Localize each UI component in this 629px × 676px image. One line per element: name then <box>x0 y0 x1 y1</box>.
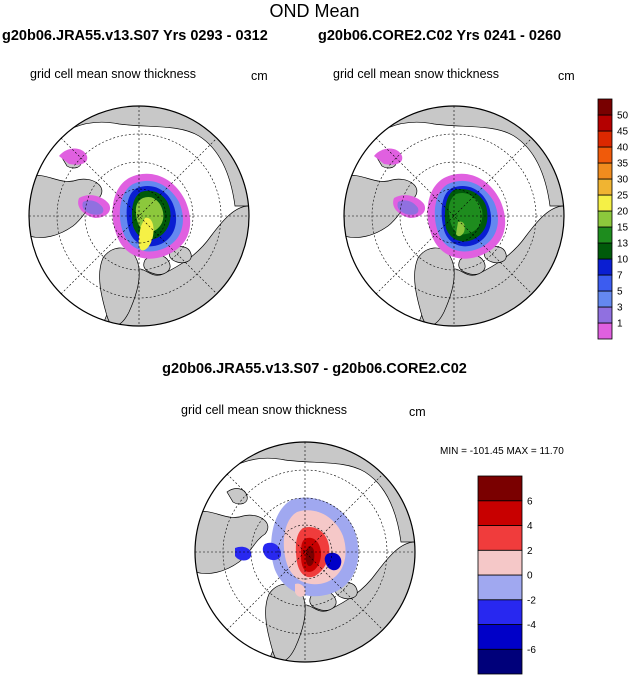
difference-max: MAX = 11.70 <box>506 446 564 457</box>
difference-min-max: MIN = -101.45 MAX = 11.70 <box>440 446 564 457</box>
snow-colorbar-box <box>597 306 613 324</box>
snow-colorbar-label: 35 <box>617 159 629 170</box>
snow-colorbar-box <box>597 242 613 260</box>
difference-colorbar-box <box>477 475 523 502</box>
difference-colorbar-box <box>477 574 523 601</box>
difference-panel-variable: grid cell mean snow thickness <box>181 403 348 417</box>
snow-colorbar-box <box>597 194 613 212</box>
snow-colorbar-label: 10 <box>617 255 629 266</box>
snow-colorbar-label: 45 <box>617 127 629 138</box>
difference-colorbar-box <box>477 599 523 625</box>
snow-colorbar-label: 30 <box>617 175 629 186</box>
snow-colorbar-box <box>597 210 613 228</box>
difference-colorbar-box <box>477 648 523 675</box>
left-panel-units: cm <box>251 69 268 83</box>
snow-colorbar-box <box>597 130 613 148</box>
difference-colorbar-label: 2 <box>527 546 533 557</box>
snow-colorbar-label: 20 <box>617 207 629 218</box>
snow-colorbar-box <box>597 114 613 132</box>
difference-colorbar-label: 4 <box>527 521 533 532</box>
snow-colorbar-label: 40 <box>617 143 629 154</box>
snow-colorbar-box <box>597 274 613 292</box>
difference-colorbar-box <box>477 624 523 650</box>
snow-colorbar-box <box>597 322 613 340</box>
difference-panel-title: g20b06.JRA55.v13.S07 - g20b06.CORE2.C02 <box>162 361 467 377</box>
difference-colorbar-label: 0 <box>527 571 533 582</box>
difference-colorbar-box <box>477 500 523 526</box>
snow-colorbar-box <box>597 162 613 180</box>
snow-colorbar-box <box>597 290 613 308</box>
right-panel-title: g20b06.CORE2.C02 Yrs 0241 - 0260 <box>318 28 562 44</box>
left-map <box>28 105 250 327</box>
snow-colorbar-box <box>597 178 613 196</box>
difference-min: MIN = -101.45 <box>440 446 504 457</box>
difference-colorbar-label: -6 <box>527 645 536 656</box>
difference-colorbar-label: 6 <box>527 496 533 507</box>
difference-colorbar: -6 -4 -2 0 2 4 6 <box>477 475 536 675</box>
difference-map <box>194 441 416 663</box>
snow-colorbar-box <box>597 226 613 244</box>
snow-colorbar-label: 15 <box>617 223 629 234</box>
right-map <box>343 105 565 327</box>
difference-colorbar-label: -2 <box>527 595 536 606</box>
snow-colorbar-label: 50 <box>617 111 629 122</box>
left-panel-variable: grid cell mean snow thickness <box>30 67 197 81</box>
difference-colorbar-label: -4 <box>527 620 536 631</box>
snow-colorbar-label: 25 <box>617 191 629 202</box>
snow-colorbar-label: 3 <box>617 303 623 314</box>
right-panel-variable: grid cell mean snow thickness <box>333 67 500 81</box>
snow-colorbar-label: 1 <box>617 319 623 330</box>
difference-colorbar-box <box>477 525 523 551</box>
difference-panel-units: cm <box>409 405 426 419</box>
snow-colorbar-label: 5 <box>617 287 623 298</box>
snow-colorbar-label: 13 <box>617 239 629 250</box>
snow-colorbar-box <box>597 98 613 116</box>
figure-title: OND Mean <box>269 1 360 21</box>
difference-colorbar-box <box>477 549 523 576</box>
snow-colorbar-box <box>597 258 613 276</box>
snow-colorbar-box <box>597 146 613 164</box>
snow-colorbar-label: 7 <box>617 271 623 282</box>
left-panel-title: g20b06.JRA55.v13.S07 Yrs 0293 - 0312 <box>2 28 268 44</box>
right-panel-units: cm <box>558 69 575 83</box>
